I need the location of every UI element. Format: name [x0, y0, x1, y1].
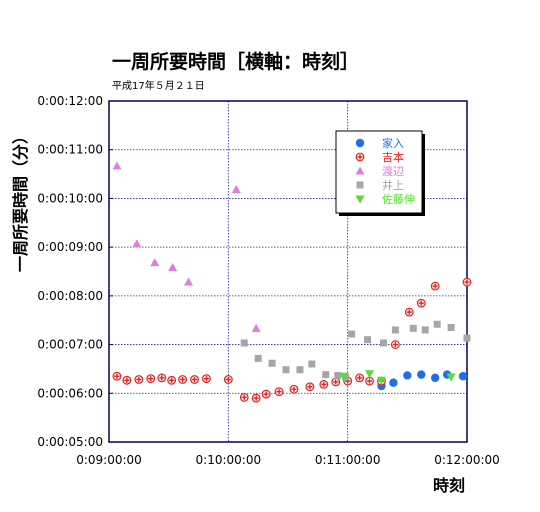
- series-2: [112, 161, 261, 332]
- legend-marker: [355, 166, 365, 175]
- data-point: [421, 326, 429, 334]
- data-point: [150, 258, 160, 267]
- data-point: [167, 375, 177, 385]
- data-point: [122, 375, 132, 385]
- data-point: [391, 340, 400, 349]
- data-point: [391, 326, 399, 334]
- data-point: [376, 376, 386, 385]
- data-point: [331, 377, 341, 387]
- y-tick-label: 0:00:12:00: [37, 94, 103, 108]
- series-4: [339, 370, 456, 385]
- data-point: [404, 307, 414, 317]
- data-point: [261, 389, 271, 399]
- y-axis-label: 一周所要時間（分）: [11, 128, 30, 272]
- x-axis-label: 時刻: [433, 476, 465, 495]
- data-point: [364, 336, 372, 344]
- data-point: [202, 374, 211, 384]
- data-point: [251, 323, 261, 332]
- data-point: [282, 366, 290, 374]
- legend-label: 吉本: [382, 150, 404, 164]
- legend-box: [335, 130, 423, 214]
- series-1: [112, 277, 472, 403]
- data-point: [322, 371, 330, 379]
- x-tick-label: 0:09:00:00: [76, 453, 142, 467]
- data-point: [112, 161, 122, 170]
- data-point: [403, 371, 412, 380]
- y-tick-label: 0:00:06:00: [37, 386, 103, 400]
- data-point: [416, 298, 426, 308]
- legend-marker: [356, 181, 364, 189]
- data-point: [417, 370, 426, 379]
- data-point: [289, 384, 299, 394]
- data-point: [334, 371, 342, 379]
- data-point: [157, 373, 167, 383]
- y-tick-label: 0:00:08:00: [37, 289, 103, 303]
- data-point: [348, 330, 356, 338]
- legend-marker: [355, 152, 365, 162]
- chart-subtitle: 平成17年５月２１日: [112, 79, 205, 92]
- data-point: [251, 393, 261, 403]
- data-point: [239, 392, 249, 402]
- data-point: [223, 375, 233, 384]
- data-point: [112, 371, 122, 381]
- data-point: [365, 370, 375, 379]
- data-point: [409, 324, 417, 332]
- x-tick-label: 0:12:00:00: [434, 453, 500, 467]
- data-point: [462, 277, 472, 287]
- legend-label: 家入: [382, 136, 404, 150]
- x-tick-label: 0:11:00:00: [315, 453, 381, 467]
- chart-title: 一周所要時間［横軸：時刻］: [112, 50, 359, 73]
- data-point: [254, 354, 262, 362]
- data-point: [339, 372, 349, 381]
- data-point: [268, 359, 276, 367]
- series-0: [112, 370, 468, 403]
- data-point: [178, 375, 187, 384]
- data-point: [296, 366, 304, 374]
- data-point: [463, 334, 471, 342]
- legend-label: 井上: [382, 178, 404, 192]
- data-point: [379, 339, 387, 347]
- y-tick-label: 0:00:10:00: [37, 191, 103, 205]
- y-tick-label: 0:00:11:00: [37, 143, 103, 157]
- legend-marker: [355, 138, 365, 148]
- data-point: [319, 379, 329, 389]
- legend-label: 渡辺: [382, 164, 404, 178]
- data-marks: [112, 161, 472, 403]
- data-point: [446, 373, 456, 382]
- data-point: [231, 184, 241, 193]
- data-point: [184, 277, 194, 286]
- y-tick-label: 0:00:05:00: [37, 435, 103, 449]
- legend-marker: [355, 195, 365, 204]
- y-tick-label: 0:00:09:00: [37, 240, 103, 254]
- legend-label: 佐藤伸: [382, 192, 415, 206]
- data-point: [305, 382, 315, 392]
- data-point: [190, 375, 199, 384]
- plot-frame: [108, 100, 468, 443]
- data-point: [447, 324, 455, 332]
- data-point: [458, 372, 468, 381]
- data-point: [274, 387, 284, 397]
- data-point: [168, 262, 178, 271]
- data-point: [365, 376, 374, 386]
- data-point: [308, 360, 316, 368]
- data-point: [146, 374, 156, 384]
- tick-labels: 0:00:05:00 0:00:06:00 0:00:07:00 0:00:08:00…: [37, 94, 499, 467]
- data-point: [355, 373, 365, 383]
- series-3: [240, 320, 471, 381]
- data-point: [430, 373, 440, 383]
- data-point: [134, 375, 144, 384]
- data-point: [240, 339, 248, 347]
- data-point: [132, 239, 142, 248]
- x-tick-label: 0:10:00:00: [196, 453, 262, 467]
- data-point: [433, 320, 441, 328]
- data-point: [389, 378, 398, 387]
- y-tick-label: 0:00:07:00: [37, 338, 103, 352]
- data-point: [430, 281, 440, 291]
